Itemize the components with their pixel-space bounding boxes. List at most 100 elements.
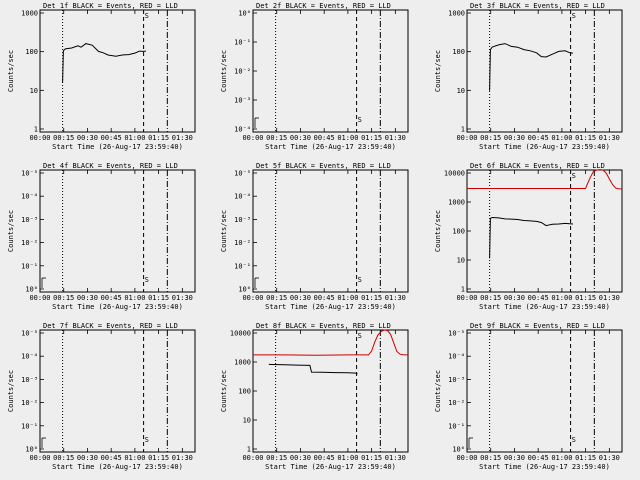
x-tick-label: 01:15 [575, 294, 596, 302]
x-tick-label: 01:15 [575, 454, 596, 462]
y-tick-label: 10⁻⁴ [21, 193, 38, 201]
y-tick-label: 10 [243, 417, 251, 425]
x-tick-label: 00:45 [528, 134, 549, 142]
y-tick-label: 100 [238, 388, 251, 396]
x-tick-label: 01:00 [124, 134, 145, 142]
x-tick-label: 00:00 [456, 454, 477, 462]
y-axis-label: Counts/sec [220, 370, 228, 412]
y-tick-label: 10⁰ [452, 446, 465, 454]
x-tick-label: 00:00 [456, 134, 477, 142]
x-tick-label: 01:30 [599, 454, 620, 462]
x-tick-label: 00:15 [53, 134, 74, 142]
detector-panel: Det 8f BLACK = Events, RED = LLD Counts/s… [220, 322, 409, 471]
panel-title: Det 7f BLACK = Events, RED = LLD [43, 322, 178, 330]
x-tick-label: 01:30 [385, 134, 406, 142]
saa-marker-label: S [145, 12, 149, 20]
y-axis-label: Counts/sec [7, 50, 15, 92]
panel-title: Det 6f BLACK = Events, RED = LLD [470, 162, 605, 170]
panel-title: Det 3f BLACK = Events, RED = LLD [470, 2, 605, 10]
detector-panel: Det 9f BLACK = Events, RED = LLD Counts/s… [434, 322, 623, 471]
x-tick-label: 00:45 [528, 294, 549, 302]
x-tick-label: 01:00 [124, 454, 145, 462]
x-tick-label: 01:00 [124, 294, 145, 302]
x-tick-label: 00:00 [242, 134, 263, 142]
y-tick-label: 10⁻⁴ [234, 193, 251, 201]
x-axis-label: Start Time (26-Aug-17 23:59:40) [265, 463, 396, 471]
saa-marker-label: S [145, 276, 149, 284]
detector-panel: Det 5f BLACK = Events, RED = LLD Counts/s… [220, 162, 409, 311]
x-tick-label: 00:15 [266, 454, 287, 462]
x-tick-label: 00:30 [290, 134, 311, 142]
y-tick-label: 1 [461, 286, 465, 294]
x-tick-label: 01:00 [551, 134, 572, 142]
x-tick-label: 00:30 [504, 294, 525, 302]
y-tick-label: 10⁻² [234, 239, 251, 247]
y-tick-label: 1000 [448, 199, 465, 207]
plot-frame [466, 329, 623, 453]
saa-marker-label: S [358, 276, 362, 284]
x-tick-label: 01:15 [575, 134, 596, 142]
x-tick-label: 00:15 [266, 134, 287, 142]
saa-marker-label: S [572, 12, 576, 20]
y-tick-label: 10⁻⁵ [21, 330, 38, 338]
y-tick-label: 10⁻⁵ [448, 330, 465, 338]
y-tick-label: 10⁻³ [21, 376, 38, 384]
x-axis-label: Start Time (26-Aug-17 23:59:40) [52, 303, 183, 311]
x-tick-label: 01:30 [172, 454, 193, 462]
plot-frame [39, 169, 196, 293]
x-tick-label: 01:00 [337, 454, 358, 462]
x-tick-label: 00:30 [77, 294, 98, 302]
detector-panel: Det 2f BLACK = Events, RED = LLD Counts/s… [220, 2, 409, 151]
y-tick-label: 10⁻¹ [448, 422, 465, 430]
x-tick-label: 00:00 [29, 134, 50, 142]
x-tick-label: 01:15 [148, 134, 169, 142]
plot-frame [252, 169, 409, 293]
y-tick-label: 1 [34, 126, 38, 134]
saa-marker-label: S [358, 332, 362, 340]
x-tick-label: 00:30 [77, 134, 98, 142]
y-tick-label: 1000 [234, 359, 251, 367]
y-tick-label: 10⁻⁵ [21, 170, 38, 178]
x-axis-label: Start Time (26-Aug-17 23:59:40) [479, 143, 610, 151]
plot-frame [39, 329, 196, 453]
y-tick-label: 10 [457, 87, 465, 95]
x-tick-label: 00:15 [266, 294, 287, 302]
y-tick-label: 10⁻² [21, 399, 38, 407]
y-tick-label: 10⁻¹ [234, 39, 251, 47]
lld-series-line [253, 329, 408, 356]
y-tick-label: 10⁻⁴ [21, 353, 38, 361]
saa-marker-label: S [572, 436, 576, 444]
y-tick-label: 10⁻¹ [234, 262, 251, 270]
x-tick-label: 00:15 [53, 294, 74, 302]
plot-frame [252, 329, 409, 453]
x-axis-label: Start Time (26-Aug-17 23:59:40) [479, 463, 610, 471]
x-tick-label: 00:00 [242, 454, 263, 462]
y-tick-label: 10⁻¹ [21, 422, 38, 430]
panel-title: Det 8f BLACK = Events, RED = LLD [256, 322, 391, 330]
panel-title: Det 4f BLACK = Events, RED = LLD [43, 162, 178, 170]
x-axis-label: Start Time (26-Aug-17 23:59:40) [52, 463, 183, 471]
x-tick-label: 00:00 [29, 294, 50, 302]
y-tick-label: 1000 [21, 10, 38, 18]
x-tick-label: 00:45 [101, 294, 122, 302]
y-tick-label: 10⁰ [238, 10, 251, 18]
x-axis-label: Start Time (26-Aug-17 23:59:40) [265, 303, 396, 311]
panel-title: Det 1f BLACK = Events, RED = LLD [43, 2, 178, 10]
y-tick-label: 100 [452, 228, 465, 236]
panel-title: Det 2f BLACK = Events, RED = LLD [256, 2, 391, 10]
saa-marker-label: S [358, 116, 362, 124]
plot-frame [39, 9, 196, 133]
saa-marker-label: S [572, 172, 576, 180]
x-tick-label: 00:45 [314, 294, 335, 302]
x-tick-label: 01:30 [599, 134, 620, 142]
panel-title: Det 5f BLACK = Events, RED = LLD [256, 162, 391, 170]
x-axis-label: Start Time (26-Aug-17 23:59:40) [265, 143, 396, 151]
x-tick-label: 01:00 [551, 454, 572, 462]
plot-frame [466, 9, 623, 133]
y-tick-label: 10 [457, 257, 465, 265]
y-tick-label: 10000 [444, 170, 465, 178]
lld-series-line [467, 169, 622, 190]
x-tick-label: 01:15 [361, 454, 382, 462]
events-series-line [62, 43, 147, 83]
y-tick-label: 10⁻³ [21, 216, 38, 224]
